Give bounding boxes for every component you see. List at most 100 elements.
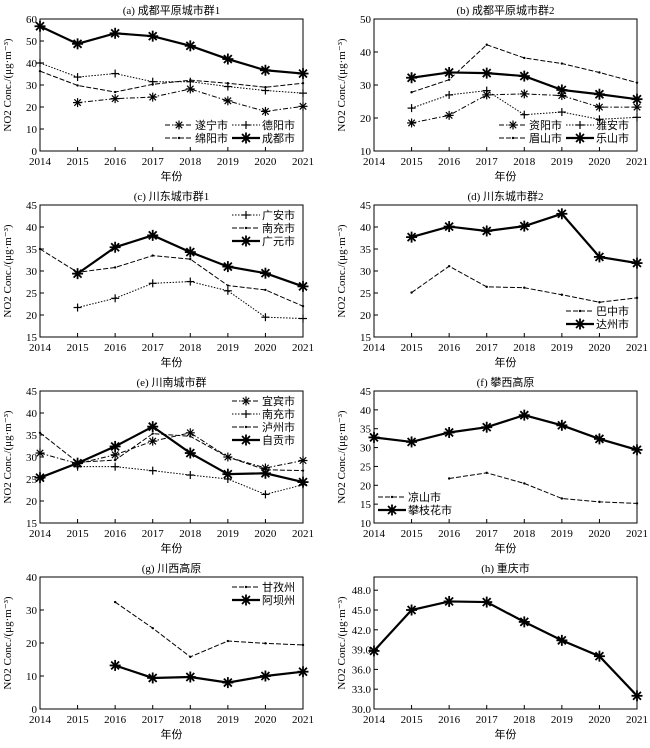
asterisk-marker — [241, 396, 251, 406]
asterisk-marker — [631, 257, 643, 269]
x-tick-label: 2018 — [513, 342, 536, 354]
legend-item: 雅安市 — [566, 118, 629, 132]
plus-marker — [111, 462, 120, 471]
marker-dot — [151, 83, 154, 86]
plus-marker — [557, 108, 566, 117]
series-雅安市 — [407, 86, 641, 124]
marker-stroke — [519, 617, 529, 627]
y-tick-label: 40 — [360, 405, 372, 417]
subplot-title: (g) 川西高原 — [142, 561, 202, 575]
marker-stroke — [299, 102, 307, 111]
marker-dot — [635, 296, 639, 300]
asterisk-marker — [34, 20, 46, 32]
marker-stroke — [36, 449, 44, 457]
marker-dot — [598, 71, 601, 74]
asterisk-marker — [593, 650, 605, 662]
marker-dot — [264, 288, 267, 292]
y-tick-label: 36.0 — [352, 664, 372, 676]
series-攀枝花市 — [368, 409, 643, 456]
legend-label: 攀枝花市 — [408, 503, 452, 517]
marker-stroke — [557, 635, 567, 645]
plus-marker — [73, 303, 82, 312]
asterisk-marker — [593, 433, 605, 445]
x-axis-label: 年份 — [161, 541, 183, 555]
asterisk-marker — [72, 38, 84, 50]
marker-stroke — [110, 441, 120, 452]
series-line — [39, 25, 304, 75]
y-tick-label: 20 — [360, 113, 372, 125]
asterisk-marker — [631, 93, 643, 105]
x-tick-label: 2017 — [142, 342, 165, 354]
subplot-a: (a) 成都平原城市群1 0 10 20 30 40 50 60 2014 2015 2016 201… — [2, 3, 314, 183]
y-tick-label: 45 — [26, 386, 38, 398]
x-tick-label: 2021 — [626, 342, 648, 354]
asterisk-marker — [574, 132, 586, 144]
x-tick-label: 2019 — [551, 342, 574, 354]
plus-marker — [633, 113, 641, 122]
asterisk-marker — [259, 64, 271, 76]
y-tick-label: 45 — [26, 200, 38, 212]
marker-dot — [578, 309, 582, 313]
subplot-title: (f) 攀西高原 — [477, 375, 535, 389]
marker-stroke — [369, 646, 379, 656]
asterisk-marker — [148, 436, 158, 446]
marker-stroke — [594, 252, 605, 262]
marker-stroke — [224, 97, 232, 105]
x-tick-label: 2019 — [217, 156, 240, 168]
asterisk-marker — [574, 318, 586, 330]
asterisk-marker — [109, 440, 121, 452]
x-tick-label: 2015 — [401, 714, 424, 726]
marker-stroke — [148, 230, 158, 240]
dot-marker — [447, 78, 451, 81]
dot-marker — [635, 296, 639, 300]
marker-stroke — [260, 65, 271, 75]
series-line — [114, 664, 304, 684]
plus-marker — [261, 313, 270, 322]
y-tick-label: 10 — [360, 518, 372, 530]
legend-item: 乐山市 — [566, 131, 629, 145]
legend-label: 凉山市 — [408, 490, 441, 504]
y-tick-label: 0 — [32, 146, 38, 158]
marker-dot — [301, 643, 305, 647]
asterisk-marker — [386, 504, 398, 516]
marker-stroke — [261, 107, 270, 116]
marker-dot — [244, 226, 248, 230]
y-tick-label: 30 — [26, 80, 38, 92]
asterisk-marker — [297, 666, 309, 678]
y-tick-label: 25 — [26, 474, 38, 486]
dot-marker — [189, 655, 192, 659]
asterisk-marker — [481, 225, 493, 237]
marker-stroke — [110, 242, 120, 252]
legend-label: 自贡市 — [262, 433, 295, 447]
dot-marker — [264, 288, 267, 292]
asterisk-marker — [240, 594, 252, 606]
x-tick-label: 2018 — [513, 714, 536, 726]
dot-marker — [635, 502, 639, 505]
dot-marker — [151, 432, 154, 435]
y-axis-label: NO2 Conc./(μg·m⁻³) — [336, 410, 348, 504]
x-tick-label: 2018 — [513, 528, 536, 540]
asterisk-marker — [518, 70, 530, 82]
dot-marker — [447, 477, 451, 480]
y-tick-label: 30 — [26, 266, 38, 278]
asterisk-marker — [147, 672, 159, 684]
legend-item: 德阳市 — [232, 118, 295, 132]
dot-marker — [38, 431, 42, 434]
marker-dot — [447, 78, 451, 81]
asterisk-marker — [481, 596, 493, 608]
legend-item: 宜宾市 — [232, 394, 295, 408]
x-axis-label: 年份 — [495, 355, 517, 369]
marker-dot — [189, 435, 192, 438]
dot-marker — [264, 642, 267, 645]
marker-stroke — [445, 111, 453, 120]
asterisk-marker — [298, 456, 308, 466]
x-tick-label: 2017 — [142, 156, 165, 168]
dot-marker — [113, 266, 117, 269]
subplot-title: (h) 重庆市 — [481, 561, 530, 575]
asterisk-marker — [594, 102, 604, 112]
marker-dot — [151, 626, 154, 630]
marker-stroke — [148, 422, 158, 432]
plus-marker — [299, 314, 307, 323]
asterisk-marker — [443, 221, 455, 233]
